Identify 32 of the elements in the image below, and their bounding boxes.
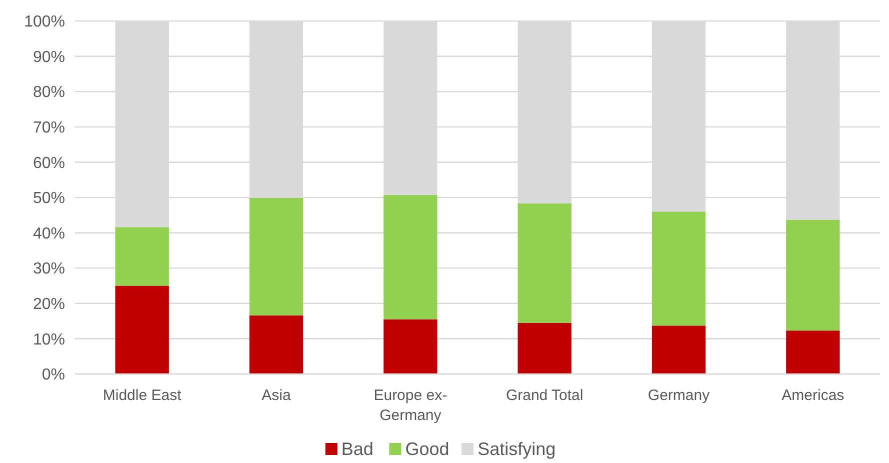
y-tick-label: 50% xyxy=(32,190,65,208)
x-tick-label: Asia xyxy=(262,387,292,404)
x-tick-label: Europe ex-Germany xyxy=(374,387,448,424)
x-tick-label: Germany xyxy=(648,387,710,404)
bar xyxy=(115,227,169,286)
y-tick-label: 70% xyxy=(32,120,65,136)
bar xyxy=(652,212,706,326)
x-tick-label: Grand Total xyxy=(506,387,584,404)
bar xyxy=(786,330,840,374)
bar xyxy=(115,286,169,374)
x-tick-label: Middle East xyxy=(102,387,182,404)
y-tick-label: 100% xyxy=(24,14,65,31)
bar xyxy=(249,315,304,374)
y-tick-label: 0% xyxy=(42,366,65,384)
y-tick-label: 30% xyxy=(32,260,65,278)
y-tick-label: 80% xyxy=(32,84,65,102)
y-tick-label: 20% xyxy=(32,296,65,313)
y-tick-label: 40% xyxy=(32,225,65,242)
bar xyxy=(249,198,304,316)
legend-label: Bad xyxy=(341,439,374,459)
bar xyxy=(786,220,840,331)
bar xyxy=(384,319,438,374)
y-tick-label: 60% xyxy=(32,154,65,172)
x-tick-label: Americas xyxy=(782,387,844,404)
y-tick-label: 10% xyxy=(32,331,65,348)
bar xyxy=(384,195,438,320)
bar xyxy=(518,204,572,323)
legend-label: Satisfying xyxy=(478,439,556,459)
bar xyxy=(518,322,572,374)
legend-label: Good xyxy=(405,439,450,459)
y-tick-label: 90% xyxy=(32,48,65,66)
bar xyxy=(652,326,706,374)
